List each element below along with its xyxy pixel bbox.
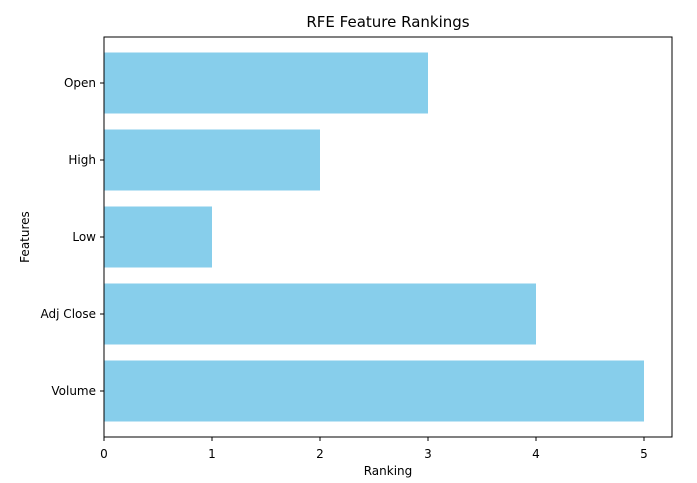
x-axis-ticks: 0 1 2 3 4 5 xyxy=(100,437,648,461)
x-axis-label: Ranking xyxy=(364,464,413,478)
y-tick-label: Open xyxy=(64,76,96,90)
bar-open xyxy=(104,52,428,114)
bar-low xyxy=(104,206,212,268)
y-axis-label: Features xyxy=(18,211,32,263)
x-tick-label: 5 xyxy=(640,447,648,461)
x-tick-label: 3 xyxy=(424,447,432,461)
x-tick-label: 4 xyxy=(532,447,540,461)
chart-title: RFE Feature Rankings xyxy=(306,13,469,31)
y-tick-label: Low xyxy=(72,230,96,244)
x-tick-label: 1 xyxy=(208,447,216,461)
y-tick-label: Adj Close xyxy=(41,307,96,321)
bars-group xyxy=(104,52,644,422)
x-tick-label: 0 xyxy=(100,447,108,461)
y-tick-label: Volume xyxy=(51,384,96,398)
bar-high xyxy=(104,129,320,191)
y-tick-label: High xyxy=(68,153,96,167)
y-axis-ticks: Open High Low Adj Close Volume xyxy=(41,76,104,398)
bar-volume xyxy=(104,360,644,422)
x-tick-label: 2 xyxy=(316,447,324,461)
bar-adj-close xyxy=(104,283,536,345)
